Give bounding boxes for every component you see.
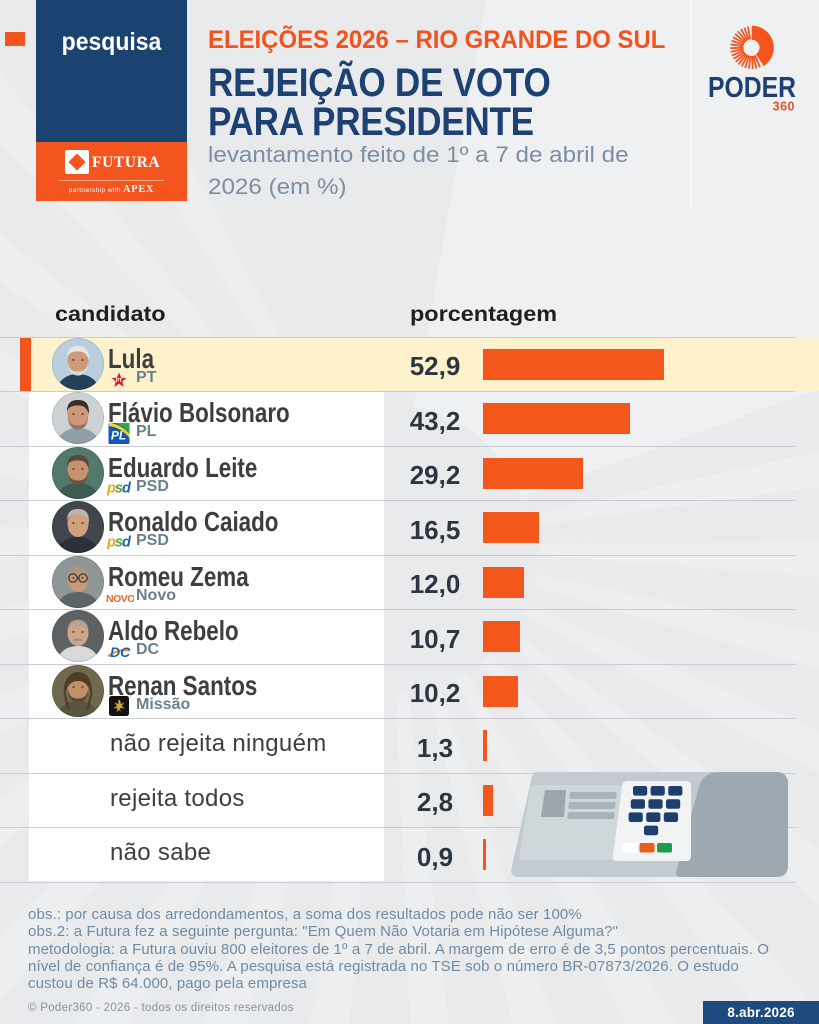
svg-text:psd: psd <box>107 535 132 551</box>
svg-text:PT: PT <box>116 378 123 384</box>
svg-text:360: 360 <box>773 100 795 114</box>
svg-text:PODER: PODER <box>708 72 796 104</box>
svg-text:DC: DC <box>110 644 131 660</box>
svg-text:psd: psd <box>107 480 132 496</box>
svg-text:PL: PL <box>111 429 126 443</box>
svg-text:NOVO: NOVO <box>106 593 134 604</box>
